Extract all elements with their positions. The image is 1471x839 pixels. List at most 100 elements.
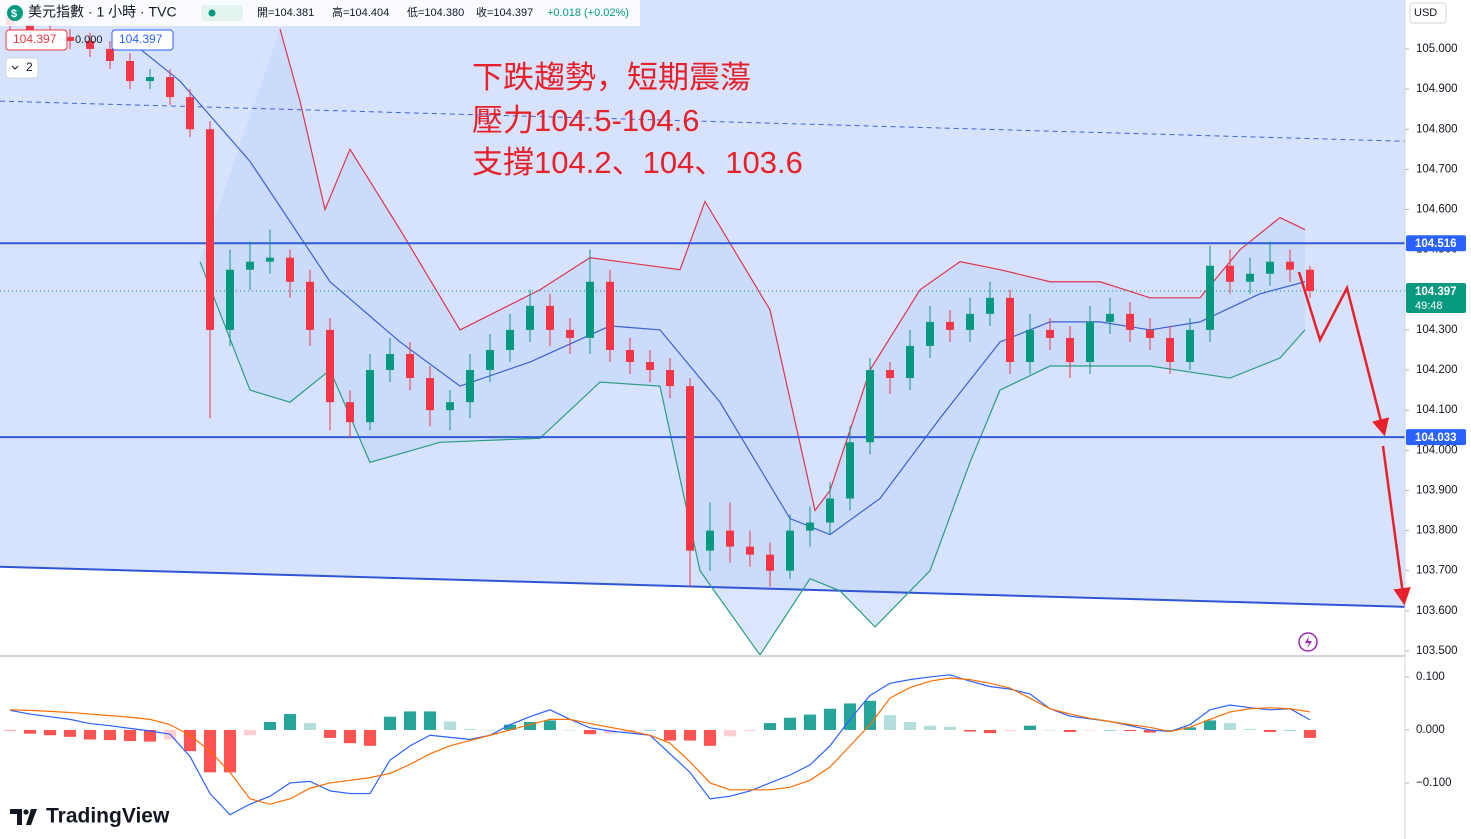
- macd-pane: [4, 674, 1316, 816]
- candle-body: [146, 77, 154, 82]
- y-tick-label: 104.200: [1416, 364, 1458, 376]
- histogram-bar: [124, 729, 136, 742]
- candle-body: [506, 329, 514, 350]
- y-tick-label: 104.000: [1416, 444, 1458, 456]
- symbol-icon: [7, 5, 23, 21]
- candle-body: [86, 40, 94, 49]
- candle-body: [106, 48, 114, 62]
- histogram-bar: [844, 703, 856, 730]
- candle-body: [726, 530, 734, 547]
- histogram-bar: [1084, 729, 1096, 731]
- annotation-text: 下跌趨勢，短期震蕩: [472, 60, 751, 95]
- ohlc-change: +0.018 (+0.02%): [547, 7, 629, 19]
- y-tick-label: 103.600: [1416, 605, 1458, 617]
- candle-body: [1266, 261, 1274, 274]
- candle-body: [926, 321, 934, 346]
- y-tick-label: 103.500: [1416, 645, 1458, 657]
- histogram-bar: [924, 725, 936, 730]
- candle-body: [906, 345, 914, 379]
- candle-body: [1046, 329, 1054, 338]
- histogram-bar: [324, 729, 336, 738]
- last-price-tag: [1406, 282, 1466, 313]
- candle-body: [646, 362, 654, 371]
- histogram-bar: [1304, 729, 1316, 738]
- histogram-bar: [784, 717, 796, 730]
- candle-body: [226, 269, 234, 330]
- histogram-bar: [1044, 729, 1056, 731]
- candle-body: [546, 305, 554, 330]
- histogram-bar: [1104, 729, 1116, 731]
- y-tick-label: 104.300: [1416, 324, 1458, 336]
- value-box: [111, 29, 174, 51]
- candle-body: [806, 522, 814, 531]
- histogram-bar: [944, 726, 956, 730]
- histogram-bar: [84, 729, 96, 740]
- candle-body: [746, 546, 754, 555]
- ohlc-low: 低=104.380: [407, 6, 464, 19]
- symbol-title[interactable]: 美元指數 · 1 小時 · TVC: [28, 4, 177, 20]
- histogram-bar: [64, 729, 76, 737]
- y-tick-label: 0.100: [1416, 671, 1445, 683]
- histogram-bar: [1064, 729, 1076, 733]
- histogram-bar: [1264, 729, 1276, 733]
- candle-body: [846, 442, 854, 499]
- candle-body: [666, 370, 674, 387]
- annotation-text: 支撐104.2、104、103.6: [472, 145, 803, 180]
- histogram-bar: [904, 722, 916, 730]
- histogram-bar: [4, 729, 16, 731]
- ohlc-open: 開=104.381: [257, 6, 314, 19]
- candle-body: [586, 281, 594, 338]
- histogram-bar: [304, 723, 316, 730]
- histogram-bar: [24, 729, 36, 734]
- candle-body: [126, 61, 134, 82]
- candle-body: [1166, 337, 1174, 363]
- value-box-text: 0.000: [75, 34, 103, 46]
- price-tag-label: 104.516: [1415, 238, 1457, 250]
- currency: USD: [1414, 7, 1437, 19]
- histogram-bar: [724, 729, 736, 737]
- candle-body: [1286, 261, 1294, 270]
- histogram-bar: [684, 729, 696, 741]
- candle-body: [986, 297, 994, 314]
- header-bg: [0, 0, 640, 26]
- status-badge[interactable]: [201, 5, 243, 21]
- histogram-bar: [744, 729, 756, 732]
- histogram-bar: [764, 723, 776, 730]
- candle-body: [306, 281, 314, 330]
- histogram-bar: [664, 729, 676, 741]
- ohlc-high: 高=104.404: [332, 5, 389, 19]
- candle-body: [246, 261, 254, 270]
- candle-body: [1066, 337, 1074, 363]
- candle-body: [1086, 321, 1094, 363]
- candle-body: [406, 353, 414, 379]
- chevron: [11, 65, 19, 70]
- candle-body: [366, 370, 374, 423]
- histogram-bar: [504, 724, 516, 730]
- candle-body: [1026, 329, 1034, 363]
- currency-button[interactable]: [1409, 2, 1447, 24]
- candle-body: [786, 530, 794, 571]
- candle-body: [866, 370, 874, 443]
- candle-body: [326, 329, 334, 403]
- arrow: [1381, 445, 1411, 606]
- logo-mark: [23, 809, 29, 815]
- histogram-bar: [344, 729, 356, 744]
- histogram-bar: [144, 729, 156, 742]
- candle-body: [1146, 329, 1154, 338]
- layers-button[interactable]: [5, 57, 39, 79]
- candle-body: [426, 378, 434, 411]
- candle-body: [206, 129, 214, 330]
- logo-text[interactable]: TradingView: [46, 805, 170, 828]
- layers-count: 2: [26, 60, 33, 74]
- histogram-bar: [1164, 729, 1176, 731]
- y-tick-label: 103.900: [1416, 484, 1458, 496]
- histogram-bar: [284, 714, 296, 730]
- annotation-text: 壓力104.5-104.6: [472, 103, 699, 138]
- histogram-bar: [1224, 723, 1236, 730]
- histogram-bar: [364, 729, 376, 746]
- candle-body: [1106, 313, 1114, 322]
- alert-glyph: [1305, 636, 1312, 649]
- histogram-bar: [1124, 729, 1136, 732]
